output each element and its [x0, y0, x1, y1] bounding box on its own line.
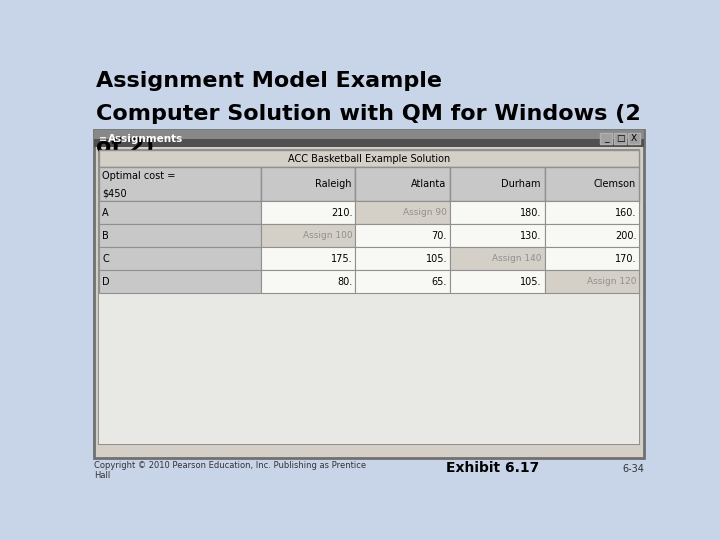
Text: 105.: 105.: [426, 254, 447, 264]
Text: X: X: [631, 134, 637, 143]
Text: 210.: 210.: [331, 208, 352, 218]
Text: Atlanta: Atlanta: [411, 179, 446, 189]
Text: Assignments: Assignments: [108, 134, 183, 144]
Bar: [99, 271, 261, 294]
Text: Assign 140: Assign 140: [492, 254, 541, 264]
Text: Clemson: Clemson: [593, 179, 636, 189]
Bar: [99, 150, 639, 167]
Text: 80.: 80.: [337, 277, 352, 287]
Text: 170.: 170.: [615, 254, 636, 264]
Bar: [99, 150, 639, 444]
Bar: [614, 133, 626, 144]
Bar: [545, 201, 639, 224]
Bar: [356, 271, 450, 294]
Bar: [99, 294, 639, 444]
Text: 6-34: 6-34: [622, 464, 644, 475]
Bar: [94, 139, 644, 147]
Text: ≡: ≡: [99, 134, 107, 144]
Text: Assign 120: Assign 120: [587, 278, 636, 286]
Bar: [99, 167, 261, 201]
Text: 180.: 180.: [521, 208, 541, 218]
Bar: [450, 247, 545, 271]
Bar: [356, 247, 450, 271]
Text: Raleigh: Raleigh: [315, 179, 351, 189]
Bar: [261, 224, 356, 247]
Bar: [261, 247, 356, 271]
Text: D: D: [102, 277, 110, 287]
Text: □: □: [616, 134, 624, 143]
Text: Computer Solution with QM for Windows (2: Computer Solution with QM for Windows (2: [96, 104, 641, 124]
Bar: [94, 130, 644, 147]
Text: ACC Basketball Example Solution: ACC Basketball Example Solution: [288, 154, 450, 164]
Bar: [99, 247, 261, 271]
Bar: [99, 201, 261, 224]
Bar: [356, 201, 450, 224]
Bar: [261, 271, 356, 294]
Bar: [450, 271, 545, 294]
Text: 105.: 105.: [521, 277, 541, 287]
Text: 175.: 175.: [330, 254, 352, 264]
Text: of 2): of 2): [96, 137, 155, 157]
Bar: [261, 201, 356, 224]
Text: Copyright © 2010 Pearson Education, Inc. Publishing as Prentice
Hall: Copyright © 2010 Pearson Education, Inc.…: [94, 461, 366, 480]
Bar: [261, 167, 356, 201]
Bar: [99, 224, 261, 247]
Text: 65.: 65.: [432, 277, 447, 287]
Bar: [450, 224, 545, 247]
Text: Assignment Model Example: Assignment Model Example: [96, 71, 442, 91]
Bar: [545, 224, 639, 247]
Bar: [600, 133, 612, 144]
Text: 160.: 160.: [615, 208, 636, 218]
Bar: [356, 224, 450, 247]
Text: 200.: 200.: [615, 231, 636, 241]
Text: 70.: 70.: [432, 231, 447, 241]
Bar: [356, 167, 450, 201]
Bar: [545, 167, 639, 201]
Text: Exhibit 6.17: Exhibit 6.17: [446, 461, 540, 475]
Bar: [94, 130, 644, 457]
Text: 130.: 130.: [521, 231, 541, 241]
Bar: [450, 201, 545, 224]
Text: A: A: [102, 208, 109, 218]
Bar: [628, 133, 640, 144]
Text: $450: $450: [102, 189, 127, 199]
Bar: [545, 271, 639, 294]
Text: C: C: [102, 254, 109, 264]
Text: _: _: [604, 134, 608, 143]
Bar: [450, 167, 545, 201]
Text: Durham: Durham: [501, 179, 541, 189]
Text: B: B: [102, 231, 109, 241]
Text: Optimal cost =: Optimal cost =: [102, 171, 176, 181]
Bar: [545, 247, 639, 271]
Text: Assign 100: Assign 100: [302, 231, 352, 240]
Text: Assign 90: Assign 90: [403, 208, 447, 217]
